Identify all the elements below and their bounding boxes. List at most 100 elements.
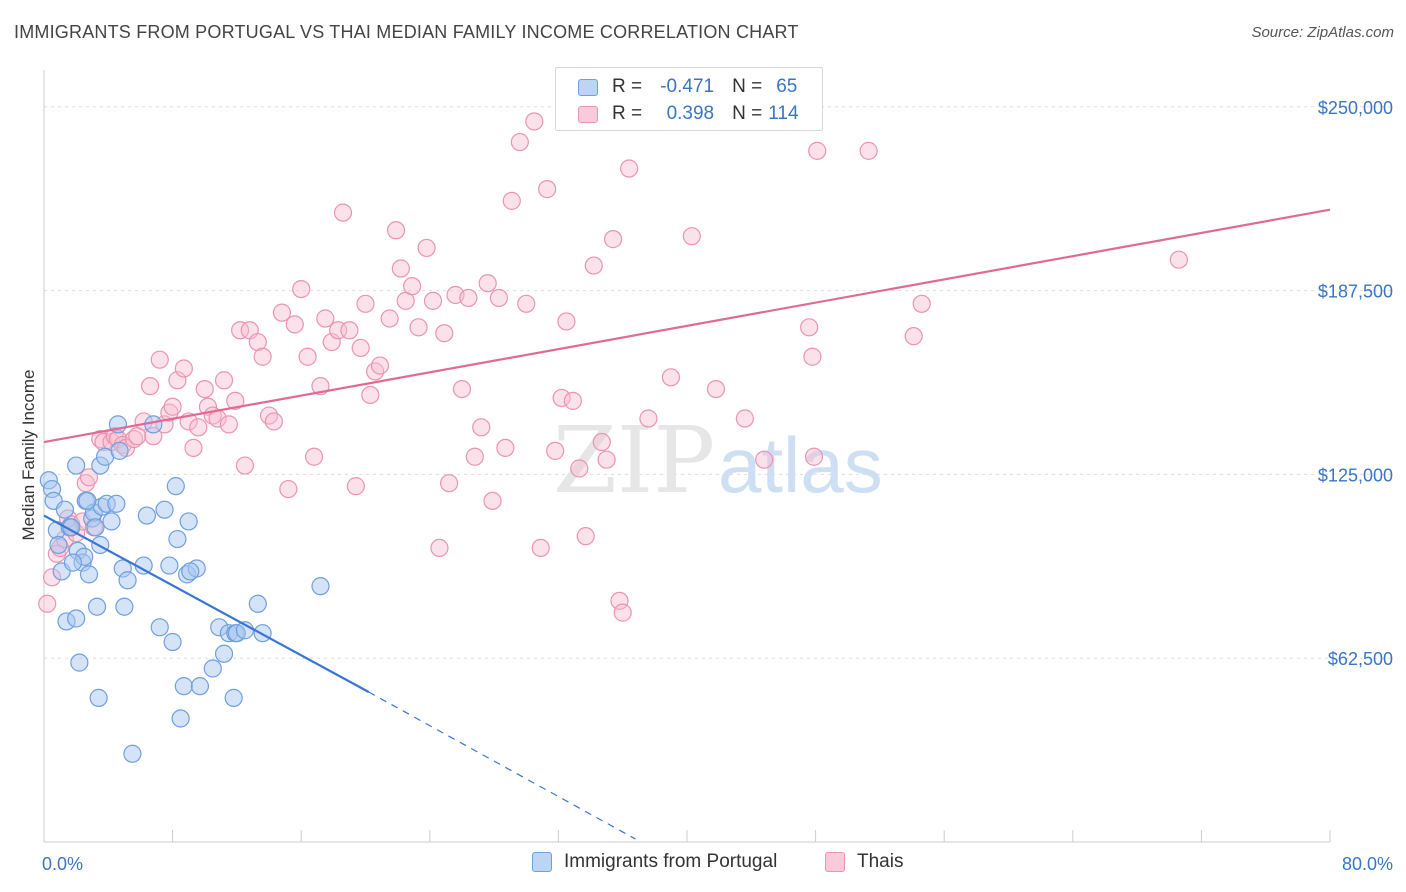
thai-point (189, 418, 208, 437)
thai-point (546, 441, 565, 460)
correlation-legend: R = -0.471 N = 65 R = 0.398 N = 114 (555, 67, 823, 131)
thai-point (435, 324, 454, 343)
thai-point (452, 379, 472, 399)
legend-n-value: 114 (768, 103, 799, 124)
legend-item-thai[interactable]: Thais (825, 851, 903, 873)
thai-point (380, 309, 399, 328)
thai-point (140, 377, 160, 396)
thai-point (248, 332, 267, 352)
portugal-trend-line (43, 514, 370, 693)
thai-point (184, 438, 203, 458)
portugal-point (49, 535, 68, 555)
thai-points (38, 112, 1188, 622)
thai-point (361, 385, 380, 405)
thai-point (235, 456, 255, 475)
portugal-point (70, 653, 89, 672)
thai-point (517, 294, 536, 313)
portugal-point (311, 577, 330, 596)
thai-point (465, 447, 484, 466)
portugal-trend-extension (368, 691, 636, 840)
thai-point (195, 379, 214, 399)
portugal-point (214, 644, 234, 663)
legend-label-portugal: Immigrants from Portugal (564, 851, 778, 872)
thai-point (264, 412, 283, 431)
legend-n-label: N = (732, 76, 763, 97)
thai-point (570, 459, 589, 478)
thai-point (304, 447, 324, 466)
legend-item-portugal[interactable]: Immigrants from Portugal (532, 851, 777, 873)
portugal-point (181, 562, 200, 581)
thai-point (253, 347, 272, 366)
portugal-point (171, 709, 190, 728)
thai-point (272, 303, 292, 322)
thai-point (226, 391, 245, 410)
thai-point (356, 294, 375, 313)
thai-point (531, 538, 550, 558)
thai-point (472, 418, 491, 437)
thai-point (592, 432, 611, 452)
thai-point (292, 280, 311, 299)
thai-point (489, 288, 509, 308)
thai-point (316, 309, 335, 328)
thai-point (584, 256, 603, 275)
legend-row-thai: R = 0.398 N = 114 (578, 101, 799, 127)
portugal-point (110, 441, 129, 460)
portugal-point (160, 556, 179, 575)
y-tick-label: $250,000 (1318, 98, 1393, 118)
portugal-point (118, 571, 137, 590)
thai-point (557, 312, 576, 331)
thai-point (298, 347, 317, 366)
portugal-swatch (578, 78, 598, 96)
portugal-point (102, 512, 121, 531)
portugal-point (115, 597, 134, 616)
thai-point (639, 409, 658, 428)
thai-point (370, 356, 390, 375)
thai-point (576, 527, 595, 546)
thai-point (800, 318, 819, 337)
portugal-point (107, 494, 126, 513)
thai-point (340, 321, 359, 340)
thai-point (423, 291, 443, 310)
thai-point (409, 318, 428, 337)
portugal-point (55, 500, 74, 519)
thai-point (168, 371, 187, 390)
thai-point (859, 141, 878, 160)
thai-point (38, 594, 57, 613)
portugal-point (67, 456, 86, 475)
thai-point (279, 479, 298, 499)
thai-point (682, 227, 701, 246)
thai-point (351, 338, 370, 358)
axes (43, 70, 1331, 843)
portugal-point (67, 609, 86, 628)
legend-n-value: 65 (776, 76, 798, 97)
thai-point (603, 230, 623, 249)
legend-r-label: R = (612, 76, 643, 97)
chart-title: IMMIGRANTS FROM PORTUGAL VS THAI MEDIAN … (14, 22, 799, 42)
thai-point (459, 288, 478, 308)
x-tick-labels: 0.0% 80.0% (42, 854, 1393, 874)
portugal-point (63, 553, 83, 572)
thai-point (346, 477, 365, 496)
thai-point (430, 538, 449, 558)
thai-point (174, 359, 193, 378)
thai-point (91, 429, 110, 449)
portugal-points (39, 415, 330, 763)
thai-point (755, 450, 774, 469)
thai-point (231, 321, 250, 340)
portugal-point (123, 744, 142, 763)
thai-point (483, 491, 502, 510)
legend-row-portugal: R = -0.471 N = 65 (578, 74, 797, 100)
portugal-point (248, 594, 267, 613)
portugal-point (174, 677, 193, 696)
legend-r-value: 0.398 (666, 103, 715, 124)
thai-point (214, 371, 234, 390)
portugal-point (78, 491, 97, 510)
thai-point (391, 259, 410, 278)
thai-point (510, 132, 529, 152)
thai-point (219, 415, 238, 434)
thai-point (538, 180, 557, 199)
thai-point (259, 406, 279, 425)
thai-point (403, 277, 422, 296)
legend-r-label: R = (612, 103, 643, 124)
thai-point (366, 362, 385, 381)
